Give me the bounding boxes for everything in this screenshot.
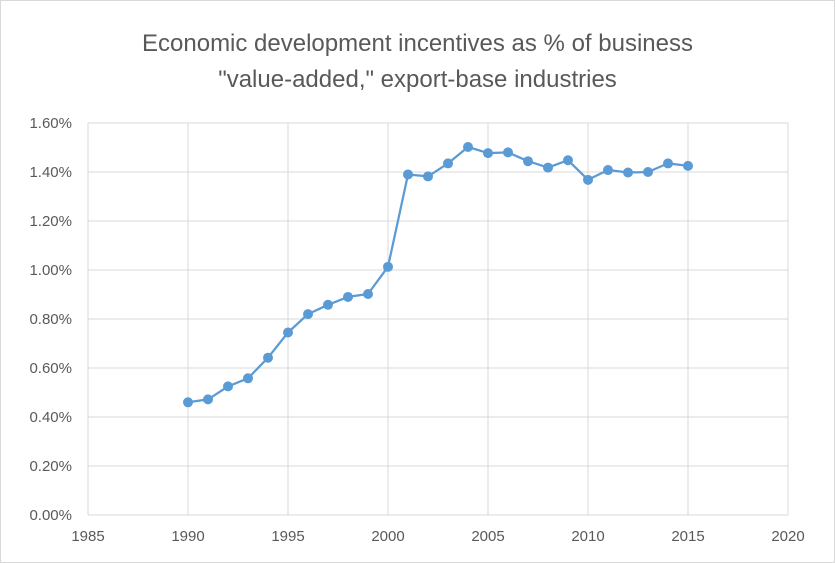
y-tick-label: 1.20%: [29, 213, 72, 230]
x-tick-label: 1985: [71, 528, 104, 545]
data-point: [263, 352, 273, 363]
data-point: [603, 165, 613, 176]
y-tick-label: 0.20%: [29, 458, 72, 475]
data-point: [403, 169, 413, 180]
y-tick-label: 0.00%: [29, 507, 72, 524]
data-point: [623, 167, 633, 178]
data-point: [283, 327, 293, 338]
x-tick-label: 1995: [271, 528, 304, 545]
y-tick-label: 1.00%: [29, 262, 72, 279]
y-axis-tick-labels: 0.00% 0.20% 0.40% 0.60% 0.80% 1.00% 1.20% 1.40%…: [29, 115, 72, 524]
y-tick-label: 0.60%: [29, 360, 72, 377]
data-point: [443, 158, 453, 169]
data-point: [463, 142, 473, 153]
y-tick-label: 0.40%: [29, 409, 72, 426]
data-point: [183, 397, 193, 408]
vertical-gridlines: [87, 123, 789, 515]
data-point: [383, 261, 393, 272]
data-point: [583, 174, 593, 185]
data-point: [643, 167, 653, 177]
x-axis-tick-labels: 1985 1990 1995 2000 2005 2010 2015 2020: [71, 528, 804, 545]
data-point: [203, 394, 213, 405]
data-point: [683, 160, 693, 171]
data-point: [303, 309, 313, 320]
y-tick-label: 1.60%: [29, 115, 72, 132]
x-tick-label: 2005: [471, 528, 504, 545]
data-point: [663, 158, 673, 169]
data-point: [223, 381, 233, 392]
x-tick-label: 2000: [371, 528, 404, 545]
data-point: [323, 299, 333, 310]
data-point: [343, 291, 353, 302]
data-series: [183, 142, 693, 408]
x-tick-label: 2015: [671, 528, 704, 545]
x-tick-label: 2020: [771, 528, 804, 545]
data-point: [363, 289, 373, 300]
horizontal-gridlines: [88, 122, 788, 516]
y-tick-label: 1.40%: [29, 164, 72, 181]
data-point: [503, 147, 513, 158]
data-point: [483, 148, 493, 159]
data-point: [563, 155, 573, 166]
chart-title: Economic development incentives as % of …: [0, 26, 835, 98]
data-point: [523, 156, 533, 167]
data-point: [423, 171, 433, 182]
chart-title-line-1: Economic development incentives as % of …: [142, 30, 693, 57]
series-line: [187, 145, 689, 404]
data-point: [543, 162, 553, 173]
y-tick-label: 0.80%: [29, 311, 72, 328]
x-tick-label: 2010: [571, 528, 604, 545]
x-tick-label: 1990: [171, 528, 204, 545]
chart-title-line-2: "value-added," export-base industries: [218, 66, 617, 93]
data-point: [243, 373, 253, 384]
